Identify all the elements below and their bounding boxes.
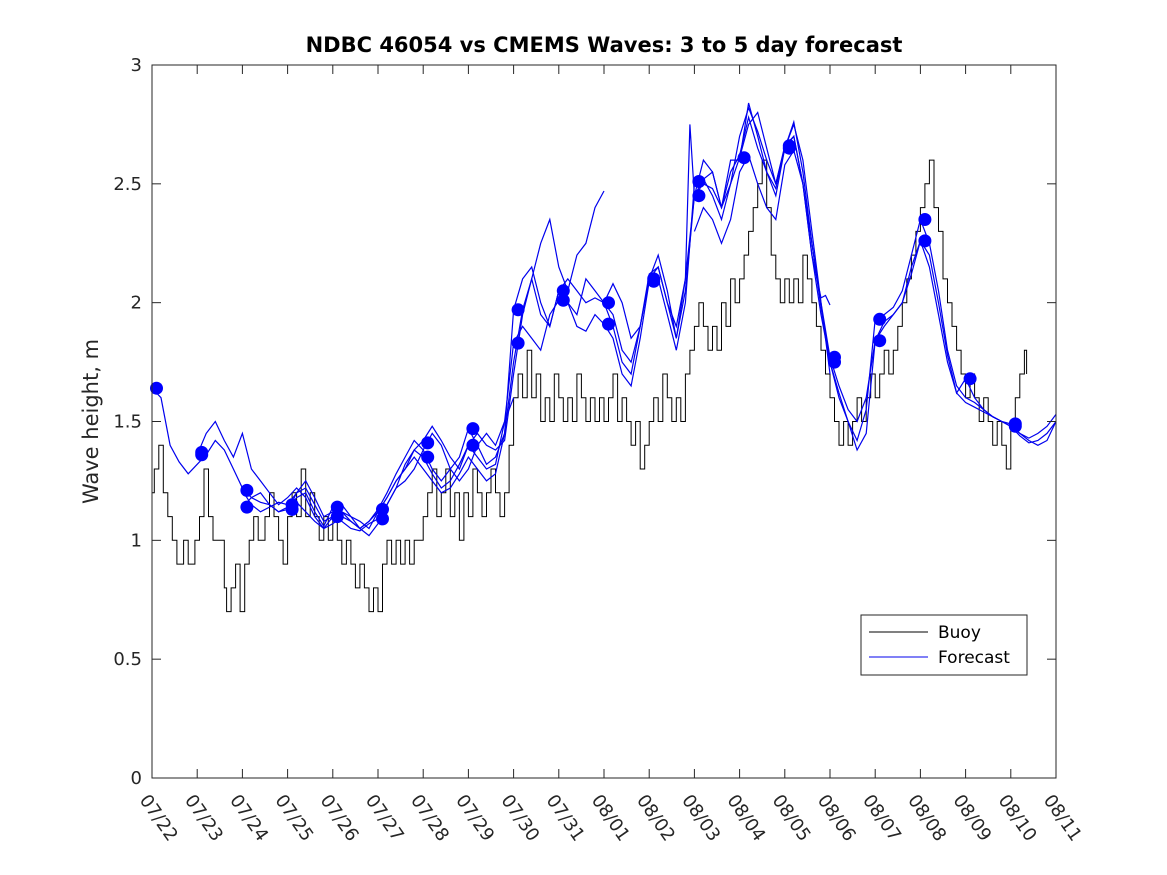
forecast-point-21 — [602, 317, 615, 331]
chart-title: NDBC 46054 vs CMEMS Waves: 3 to 5 day fo… — [306, 33, 903, 57]
forecast-point-7 — [285, 502, 299, 516]
forecast-point-30 — [828, 355, 841, 369]
legend-box — [860, 614, 1028, 676]
forecast-point-11 — [376, 512, 389, 526]
forecast-point-26 — [737, 151, 751, 165]
forecast-point-37 — [1008, 419, 1022, 433]
forecast-point-3 — [195, 445, 209, 459]
forecast-point-9 — [330, 510, 344, 524]
forecast-point-12 — [421, 436, 435, 450]
legend-forecast-label: Forecast — [938, 648, 1010, 668]
forecast-point-18 — [556, 284, 570, 298]
y-axis-label: Wave height, m — [79, 339, 103, 504]
forecast-point-24 — [692, 175, 706, 188]
forecast-point-17 — [511, 336, 525, 350]
forecast-line-7 — [693, 149, 831, 375]
buoy-line — [152, 159, 1028, 613]
forecast-line-1 — [151, 387, 515, 537]
forecast-point-35 — [963, 372, 977, 386]
forecast-point-4 — [240, 483, 254, 497]
forecast-point-8 — [330, 500, 344, 514]
y-tick-label-3: 1.5 — [113, 412, 142, 433]
forecast-point-13 — [421, 450, 435, 464]
forecast-point-33 — [918, 213, 932, 226]
forecast-point-32 — [873, 334, 887, 348]
forecast-point-25 — [692, 189, 706, 203]
forecast-point-1 — [150, 381, 163, 395]
forecast-point-34 — [918, 234, 932, 248]
forecast-line-5 — [287, 114, 1057, 530]
legend: Buoy Forecast — [860, 614, 1028, 676]
forecast-point-19 — [556, 293, 570, 307]
forecast-point-16 — [511, 303, 525, 317]
y-tick-label-4: 2 — [131, 293, 142, 314]
y-tick-label-1: 0.5 — [113, 649, 142, 670]
y-tick-label-6: 3 — [131, 55, 142, 76]
y-tick-label-2: 1 — [131, 530, 142, 551]
forecast-point-10 — [376, 502, 389, 516]
y-tick-label-0: 0 — [131, 768, 142, 789]
forecast-point-5 — [240, 500, 254, 514]
legend-buoy-label: Buoy — [938, 623, 981, 643]
forecast-point-28 — [782, 141, 796, 155]
forecast-point-14 — [466, 422, 480, 436]
forecast-point-20 — [602, 296, 615, 310]
forecast-line-6 — [603, 102, 831, 340]
forecast-point-15 — [466, 438, 480, 452]
forecast-point-31 — [873, 312, 887, 326]
forecast-point-23 — [647, 274, 661, 288]
y-tick-label-5: 2.5 — [113, 174, 142, 195]
marker-layer — [150, 139, 1022, 526]
